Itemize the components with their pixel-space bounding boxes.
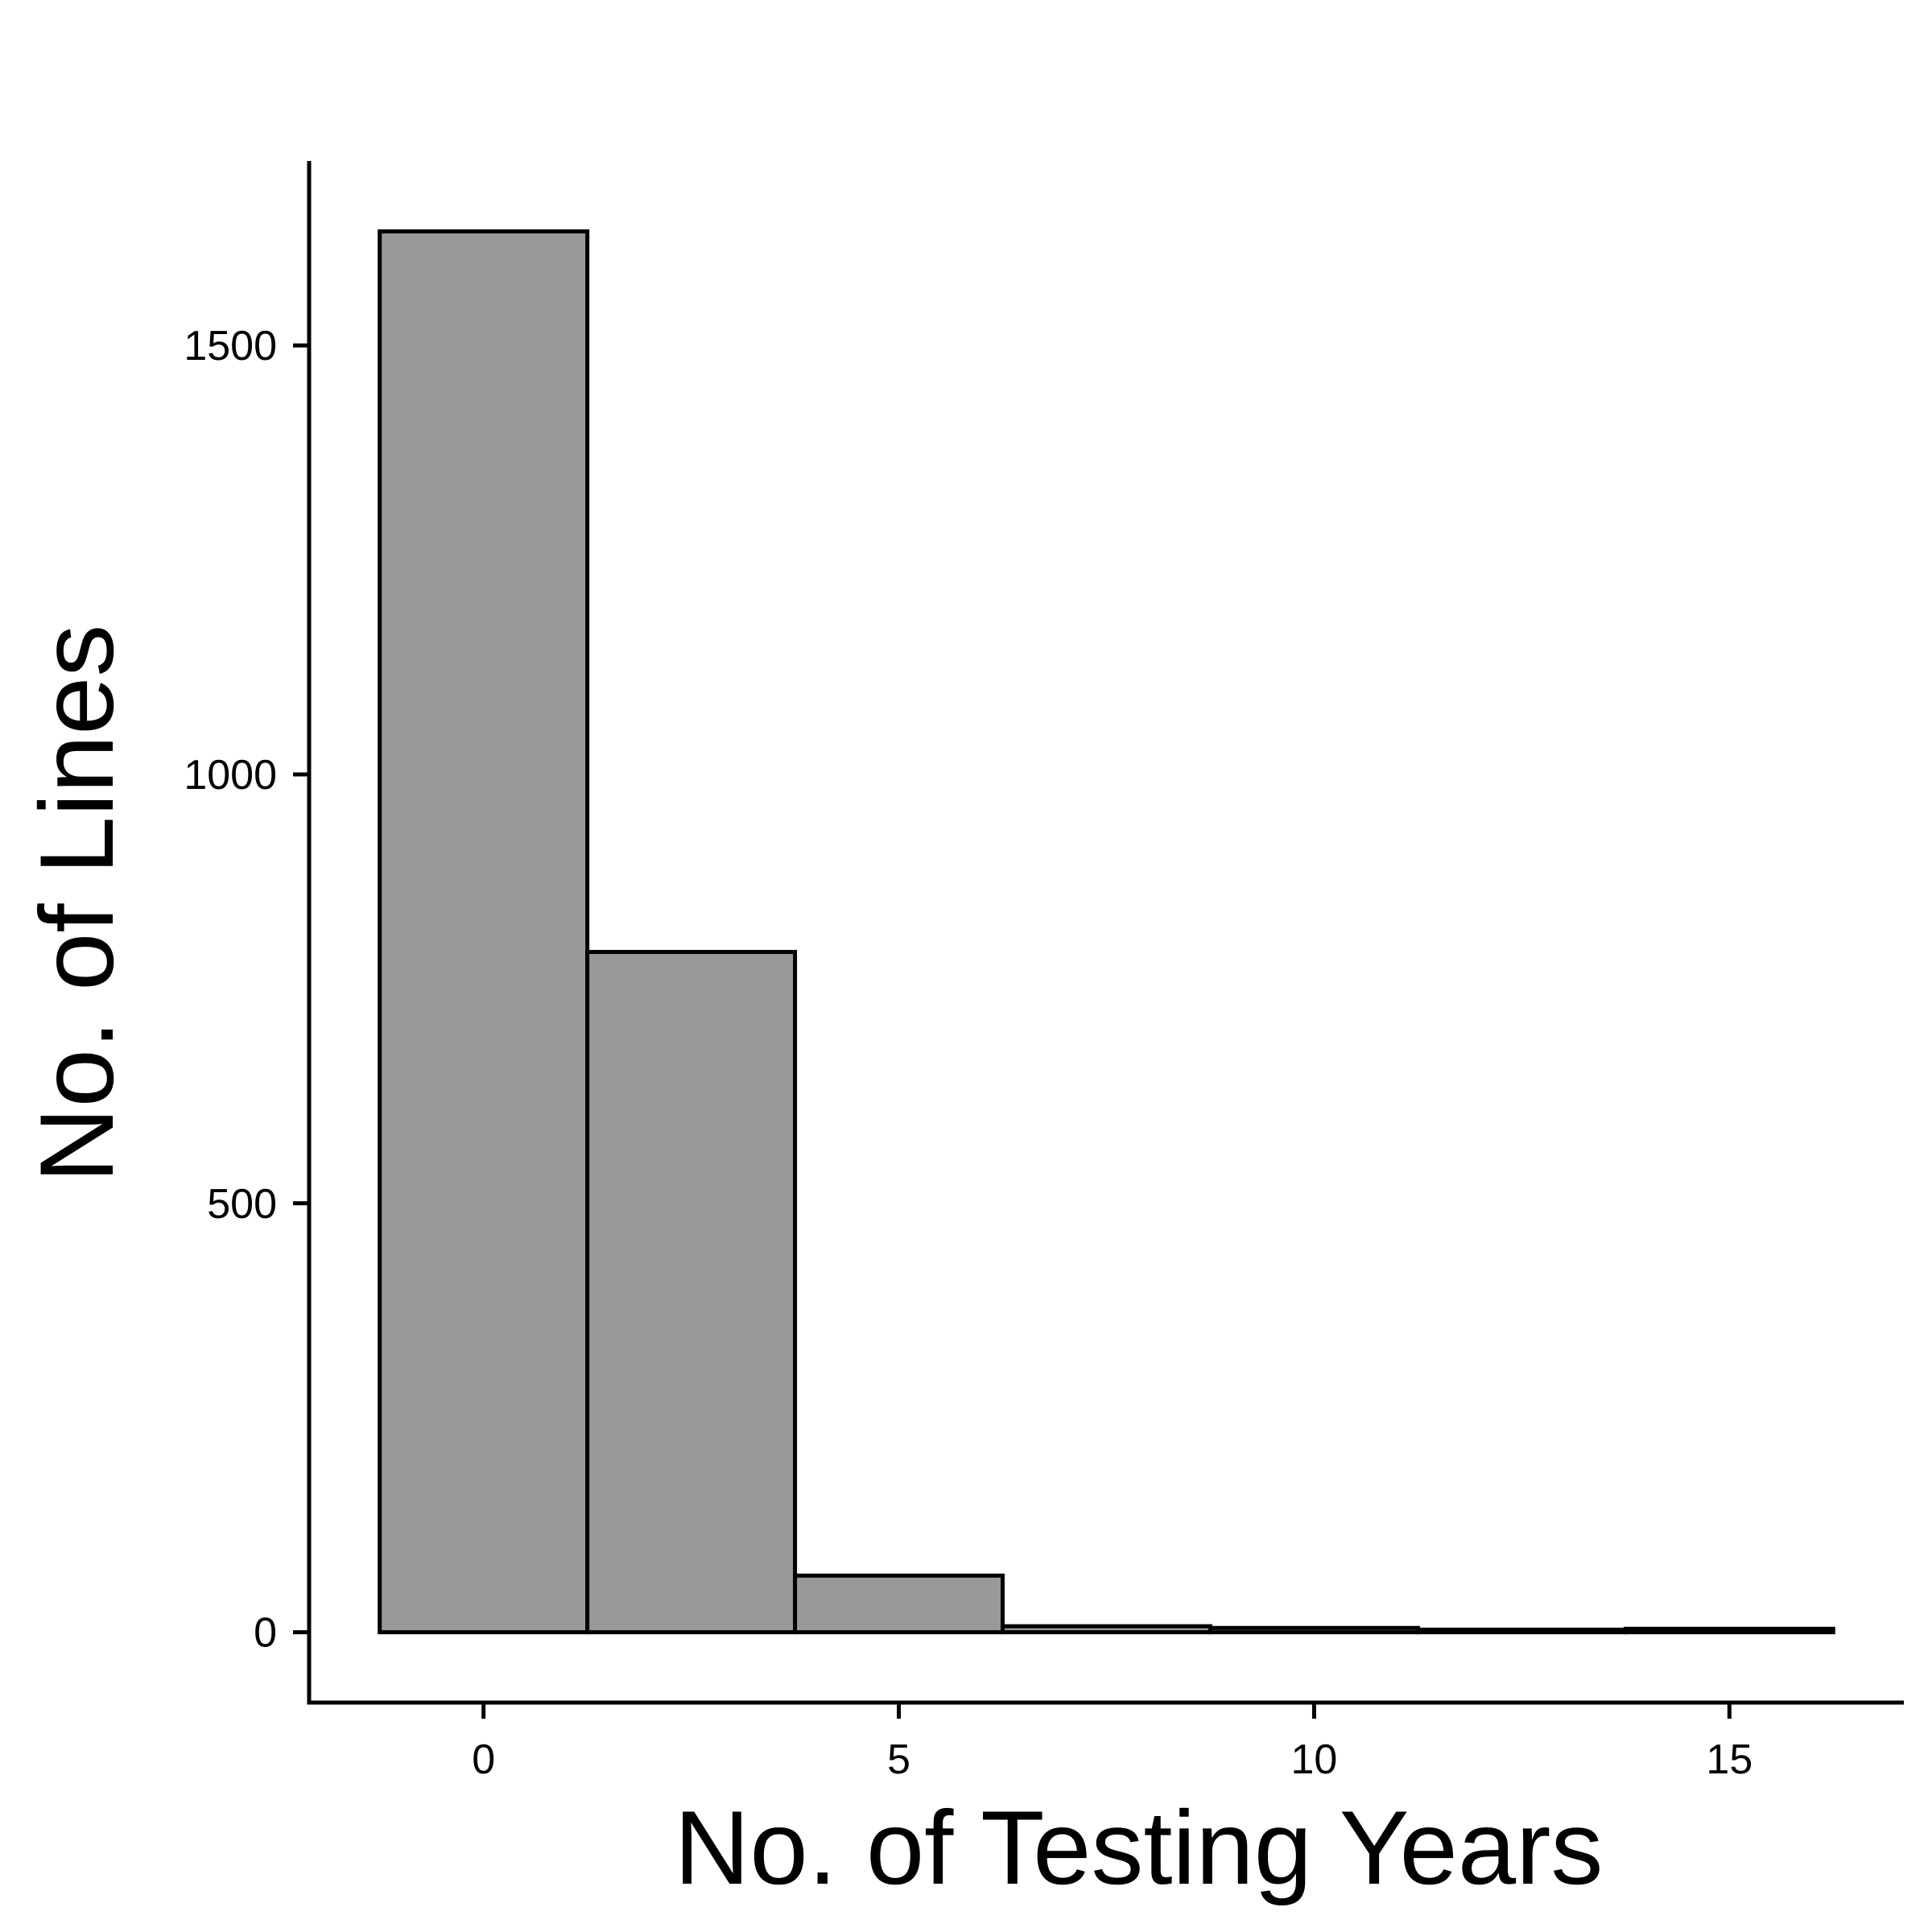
y-tick-label: 1000 xyxy=(184,752,277,799)
bars-group xyxy=(378,229,1835,1635)
histogram-bar-5 xyxy=(1415,1627,1628,1635)
histogram-bar-4 xyxy=(1208,1625,1420,1635)
x-ticks: 0 5 10 15 xyxy=(472,1703,1752,1783)
x-tick-label: 10 xyxy=(1291,1736,1338,1783)
x-tick-label: 15 xyxy=(1706,1736,1752,1783)
x-axis-title: No. of Testing Years xyxy=(675,1789,1604,1906)
y-ticks: 0 500 1000 1500 xyxy=(184,323,309,1657)
histogram-bar-6 xyxy=(1623,1626,1835,1635)
histogram-bar-0 xyxy=(378,229,590,1635)
y-tick-label: 500 xyxy=(207,1181,277,1228)
y-tick-label: 0 xyxy=(254,1610,277,1657)
y-tick-label: 1500 xyxy=(184,323,277,369)
x-tick-label: 5 xyxy=(887,1736,910,1783)
x-tick-label: 0 xyxy=(472,1736,495,1783)
histogram-bar-3 xyxy=(1001,1624,1212,1635)
histogram-bar-1 xyxy=(585,950,798,1635)
histogram-bar-2 xyxy=(793,1573,1005,1635)
y-axis-title: No. of Lines xyxy=(18,625,135,1183)
